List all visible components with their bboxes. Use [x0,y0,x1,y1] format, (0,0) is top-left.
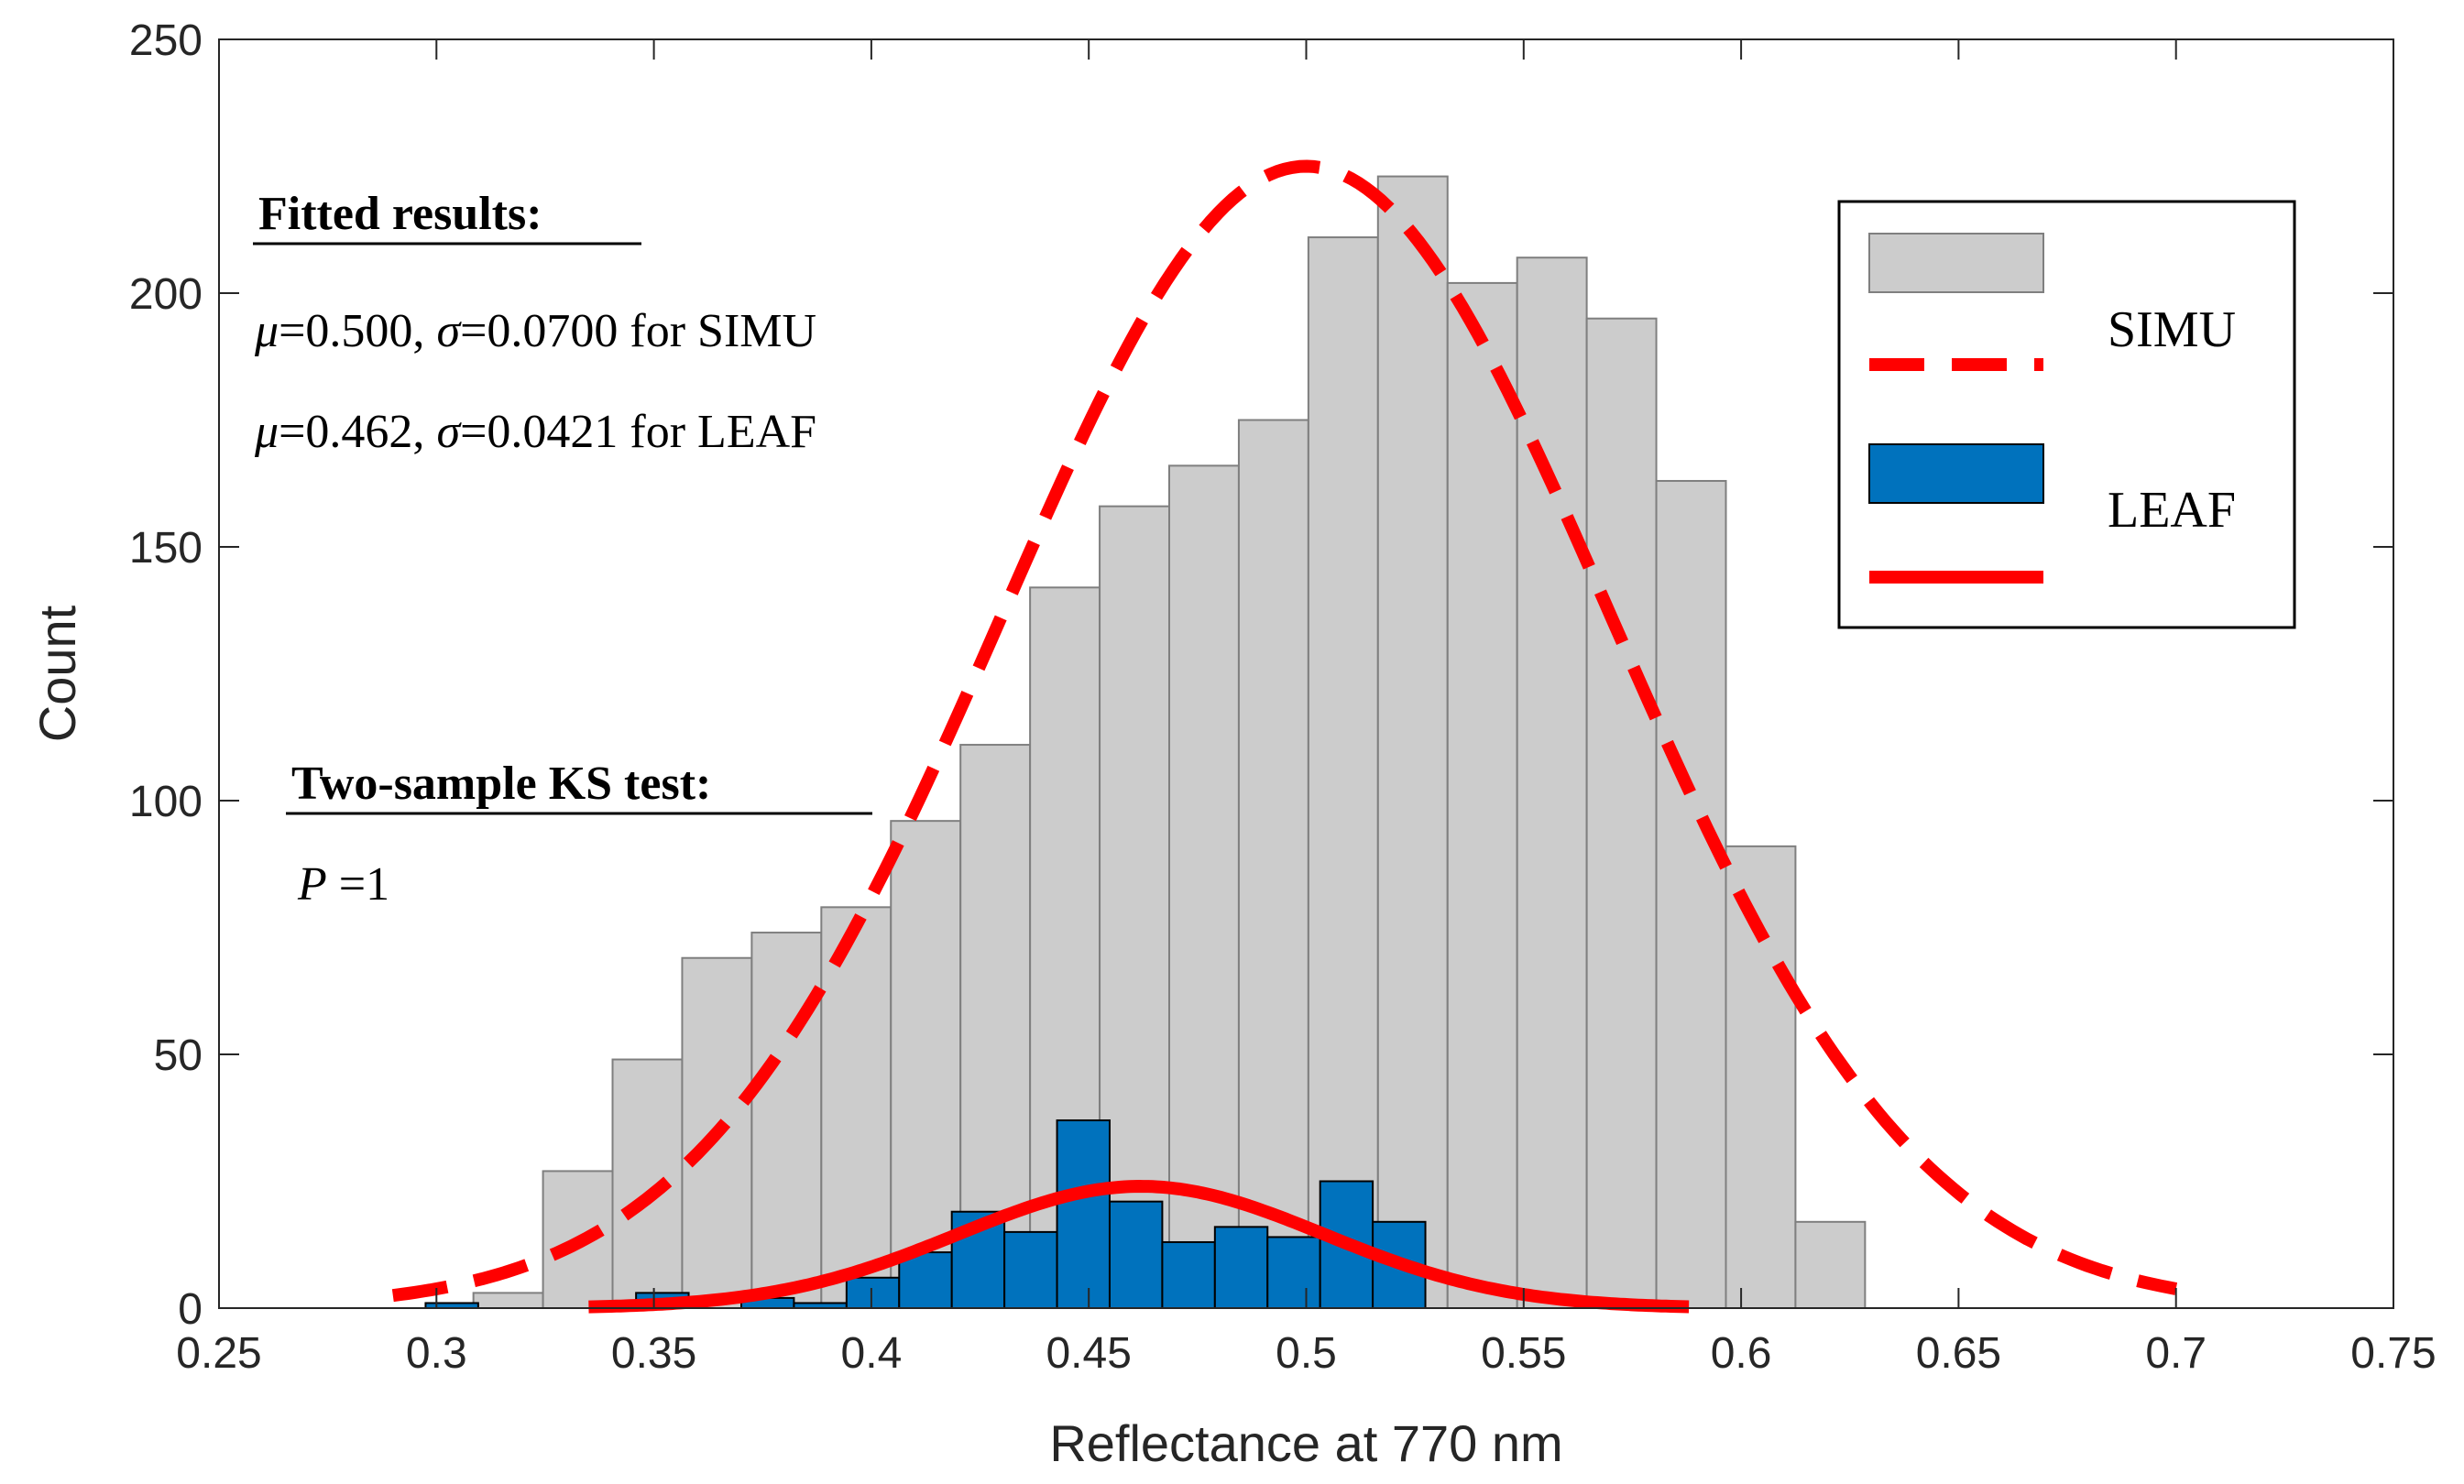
leaf-bar [1266,1236,1321,1309]
axis-ticks: 0.25 0.3 0.35 0.4 0.45 0.5 0.55 0.6 0.65 0.7 0.75 0… [129,16,2437,1378]
x-tick-label: 0.75 [2350,1329,2436,1378]
leaf-fit-curve [586,1180,1692,1314]
x-tick-label: 0.6 [1711,1329,1772,1378]
leaf-bar [1213,1226,1269,1309]
simu-fit-curve [391,159,2178,1303]
x-tick-label: 0.65 [1916,1329,2001,1378]
y-tick-label: 150 [129,524,203,573]
simu-bar [1446,281,1518,1309]
simu-bar [611,1058,684,1310]
leaf-bar [1161,1240,1216,1309]
y-tick-label: 200 [129,270,203,319]
ks-p-symbol: P [297,858,327,911]
x-tick-label: 0.25 [176,1329,261,1378]
leaf-bar [1056,1119,1111,1310]
fit-simu-sigma-value: =0.0700 for SIMU [460,305,816,357]
x-axis-label: Reflectance at 770 nm [1049,1414,1562,1472]
ks-test-title: Two-sample KS test: [291,758,711,810]
simu-bar [1725,845,1797,1309]
legend-simu-swatch [1868,233,2044,293]
y-tick-label: 250 [129,16,203,65]
ks-p-value: =1 [327,858,389,911]
x-tick-label: 0.5 [1276,1329,1337,1378]
fit-leaf-sigma-value: =0.0421 for LEAF [460,406,816,458]
simu-bar [1516,256,1588,1310]
y-tick-label: 0 [178,1285,203,1334]
leaf-bar [898,1251,953,1310]
y-axis-label: Count [28,605,86,742]
legend: SIMU LEAF [1837,200,2296,629]
fit-leaf-mu-symbol: μ [254,406,279,458]
leaf-bar [1003,1230,1058,1310]
fit-simu-mu-value: =0.500, [279,305,436,357]
y-tick-label: 100 [129,778,203,826]
x-tick-label: 0.55 [1481,1329,1566,1378]
simu-bar [1376,175,1449,1310]
x-tick-label: 0.3 [406,1329,467,1378]
x-tick-label: 0.7 [2145,1329,2207,1378]
fit-simu-text: μ=0.500, σ=0.0700 for SIMU [254,305,816,357]
simu-bar [1168,464,1240,1309]
leaf-bar [1108,1200,1164,1310]
simu-bar [1655,479,1727,1309]
simu-bar [820,906,893,1310]
simu-bar [750,932,823,1309]
simu-bar [1794,1220,1867,1309]
fit-leaf-sigma-symbol: σ [436,406,462,458]
leaf-bar [845,1276,901,1310]
x-tick-label: 0.4 [841,1329,903,1378]
fit-curves [391,159,2178,1314]
simu-bar [1307,236,1379,1309]
legend-simu-label: SIMU [2108,301,2236,358]
fit-leaf-text: μ=0.462, σ=0.0421 for LEAF [254,406,816,458]
simu-bar [472,1292,544,1310]
fit-leaf-mu-value: =0.462, [279,406,436,458]
x-tick-label: 0.45 [1046,1329,1131,1378]
y-tick-label: 50 [154,1031,203,1080]
fitted-results-title: Fitted results: [258,188,542,240]
fit-simu-mu-symbol: μ [254,305,279,357]
simu-bar [1237,419,1309,1309]
simu-bar [890,820,962,1309]
ks-p-text: P =1 [297,858,389,911]
legend-leaf-label: LEAF [2108,482,2236,539]
simu-bar [1585,317,1658,1310]
simu-bar [1099,505,1171,1309]
legend-leaf-swatch [1868,443,2044,504]
x-tick-label: 0.35 [611,1329,696,1378]
fit-simu-sigma-symbol: σ [436,305,462,357]
